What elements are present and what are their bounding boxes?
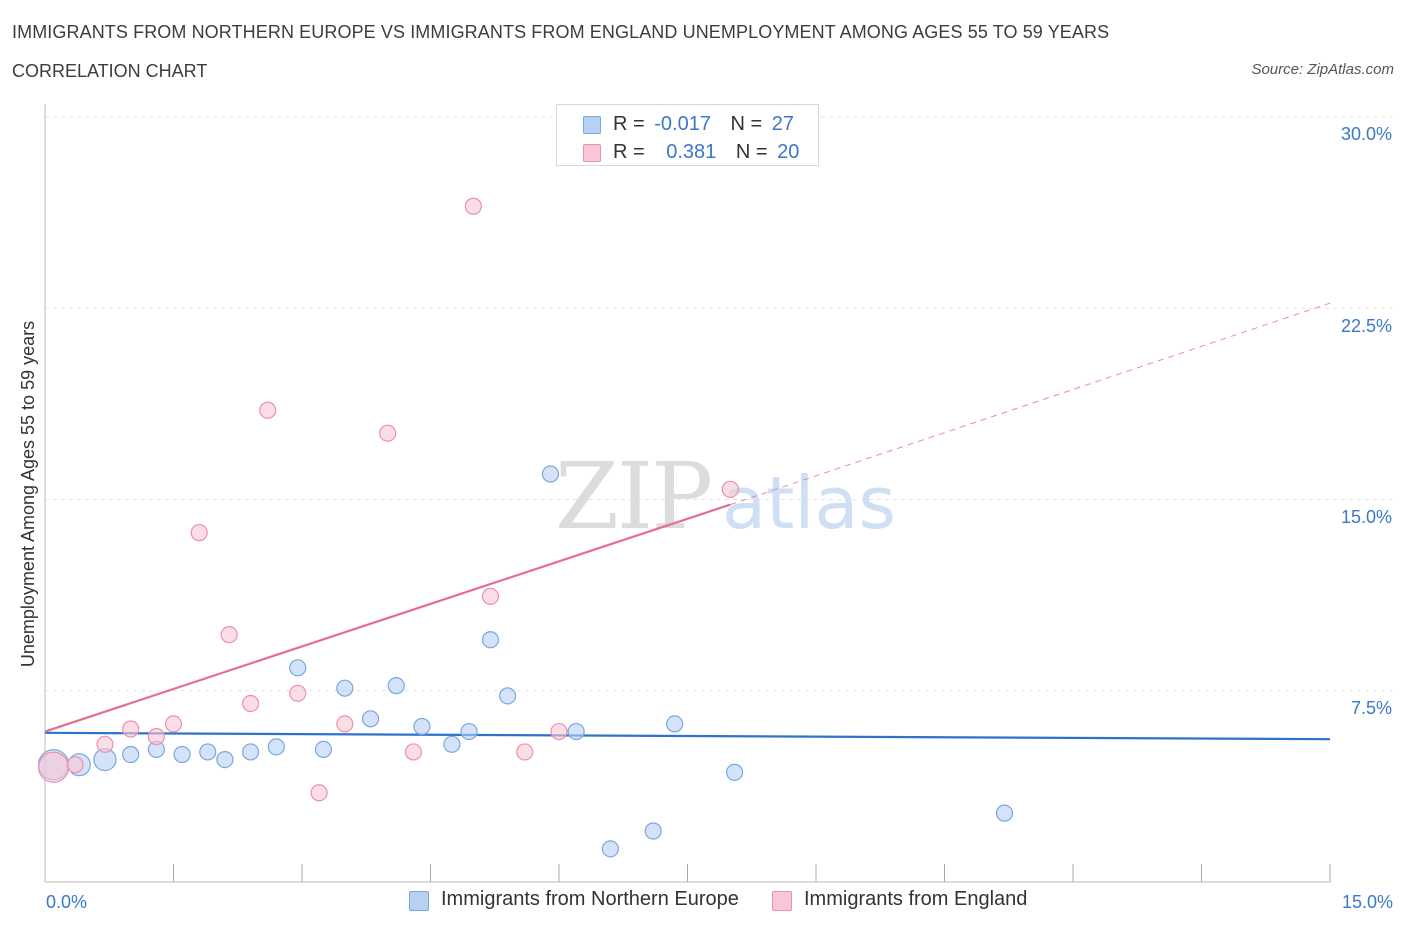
point-england: [289, 684, 307, 702]
point-england: [96, 735, 114, 753]
axis-layer: 7.5% 15.0% 22.5% 30.0% 0.0% 15.0%: [44, 104, 1393, 912]
legend-swatch-pink: [583, 144, 601, 162]
points-layer: [37, 197, 1014, 858]
point-northern-europe: [199, 743, 217, 761]
point-northern-europe: [336, 679, 354, 697]
point-northern-europe: [361, 710, 380, 728]
x-tick-label: 15.0%: [1342, 892, 1393, 912]
point-england: [147, 728, 165, 746]
y-tick-label: 22.5%: [1341, 316, 1392, 336]
series-swatch-pink: [772, 891, 792, 911]
watermark: ZIP atlas: [555, 443, 896, 550]
legend-text: R = 0.381 N = 20: [613, 141, 799, 164]
point-northern-europe: [267, 738, 285, 756]
trendline-northern-europe: [44, 731, 1331, 741]
point-northern-europe: [387, 677, 405, 695]
y-tick-label: 15.0%: [1341, 507, 1392, 527]
trendline-england: [44, 503, 731, 733]
point-england: [336, 715, 354, 733]
y-tick-label: 30.0%: [1341, 124, 1392, 144]
point-england: [164, 715, 183, 733]
point-england: [481, 587, 500, 606]
legend-n-value: 27: [771, 113, 795, 135]
legend-r-label: R =: [613, 113, 645, 135]
point-england: [550, 722, 568, 741]
point-england: [122, 720, 140, 738]
legend-n-label: N =: [730, 113, 763, 135]
x-tick-label: 0.0%: [46, 892, 87, 912]
point-northern-europe: [995, 804, 1014, 822]
point-northern-europe: [413, 717, 431, 736]
legend-n-label: N =: [735, 141, 768, 163]
correlation-legend: R = -0.017 N = 27 R = 0.381 N = 20: [556, 104, 819, 166]
legend-r-value: -0.017: [654, 113, 711, 135]
legend-n-value: 20: [777, 141, 800, 163]
point-northern-europe: [601, 840, 620, 858]
point-northern-europe: [567, 722, 585, 741]
point-northern-europe: [216, 750, 234, 769]
point-northern-europe: [726, 763, 744, 781]
grid-layer: [45, 116, 1395, 692]
chart-subtitle: CORRELATION CHART: [12, 61, 208, 81]
legend-swatch-blue: [583, 116, 601, 134]
series-legend-label: Immigrants from Northern Europe: [441, 888, 739, 910]
point-northern-europe: [481, 631, 500, 649]
trend-layer: [44, 302, 1331, 741]
legend-r-label: R =: [613, 141, 645, 163]
point-england: [190, 524, 208, 542]
point-northern-europe: [289, 659, 307, 677]
point-northern-europe: [499, 687, 517, 705]
point-northern-europe: [173, 745, 191, 764]
point-northern-europe: [122, 745, 140, 764]
legend-text: R = -0.017 N = 27: [613, 113, 794, 136]
point-northern-europe: [666, 715, 684, 733]
series-legend: Immigrants from Northern Europe Immigran…: [0, 888, 1406, 918]
y-axis-label: Unemployment Among Ages 55 to 59 years: [18, 321, 38, 667]
watermark-zip: ZIP: [555, 443, 711, 550]
point-northern-europe: [644, 822, 662, 840]
point-england: [379, 424, 397, 442]
point-england: [310, 784, 328, 802]
point-northern-europe: [460, 722, 478, 741]
point-england: [259, 401, 277, 419]
point-england: [37, 751, 70, 783]
point-england: [242, 694, 260, 713]
watermark-atlas: atlas: [722, 461, 896, 545]
point-england: [464, 197, 482, 215]
chart-source: Source: ZipAtlas.com: [1251, 61, 1394, 78]
series-swatch-blue: [409, 891, 429, 911]
chart-title: IMMIGRANTS FROM NORTHERN EUROPE VS IMMIG…: [12, 22, 1110, 42]
point-northern-europe: [541, 465, 560, 483]
point-northern-europe: [443, 735, 461, 753]
legend-r-value: 0.381: [666, 141, 717, 163]
point-england: [721, 480, 739, 498]
point-northern-europe: [242, 743, 260, 761]
point-england: [66, 756, 84, 774]
y-tick-label: 7.5%: [1351, 698, 1392, 718]
point-england: [516, 743, 534, 761]
series-legend-label: Immigrants from England: [804, 888, 1028, 910]
point-england: [404, 743, 422, 761]
point-northern-europe: [314, 740, 333, 759]
point-england: [220, 626, 238, 644]
